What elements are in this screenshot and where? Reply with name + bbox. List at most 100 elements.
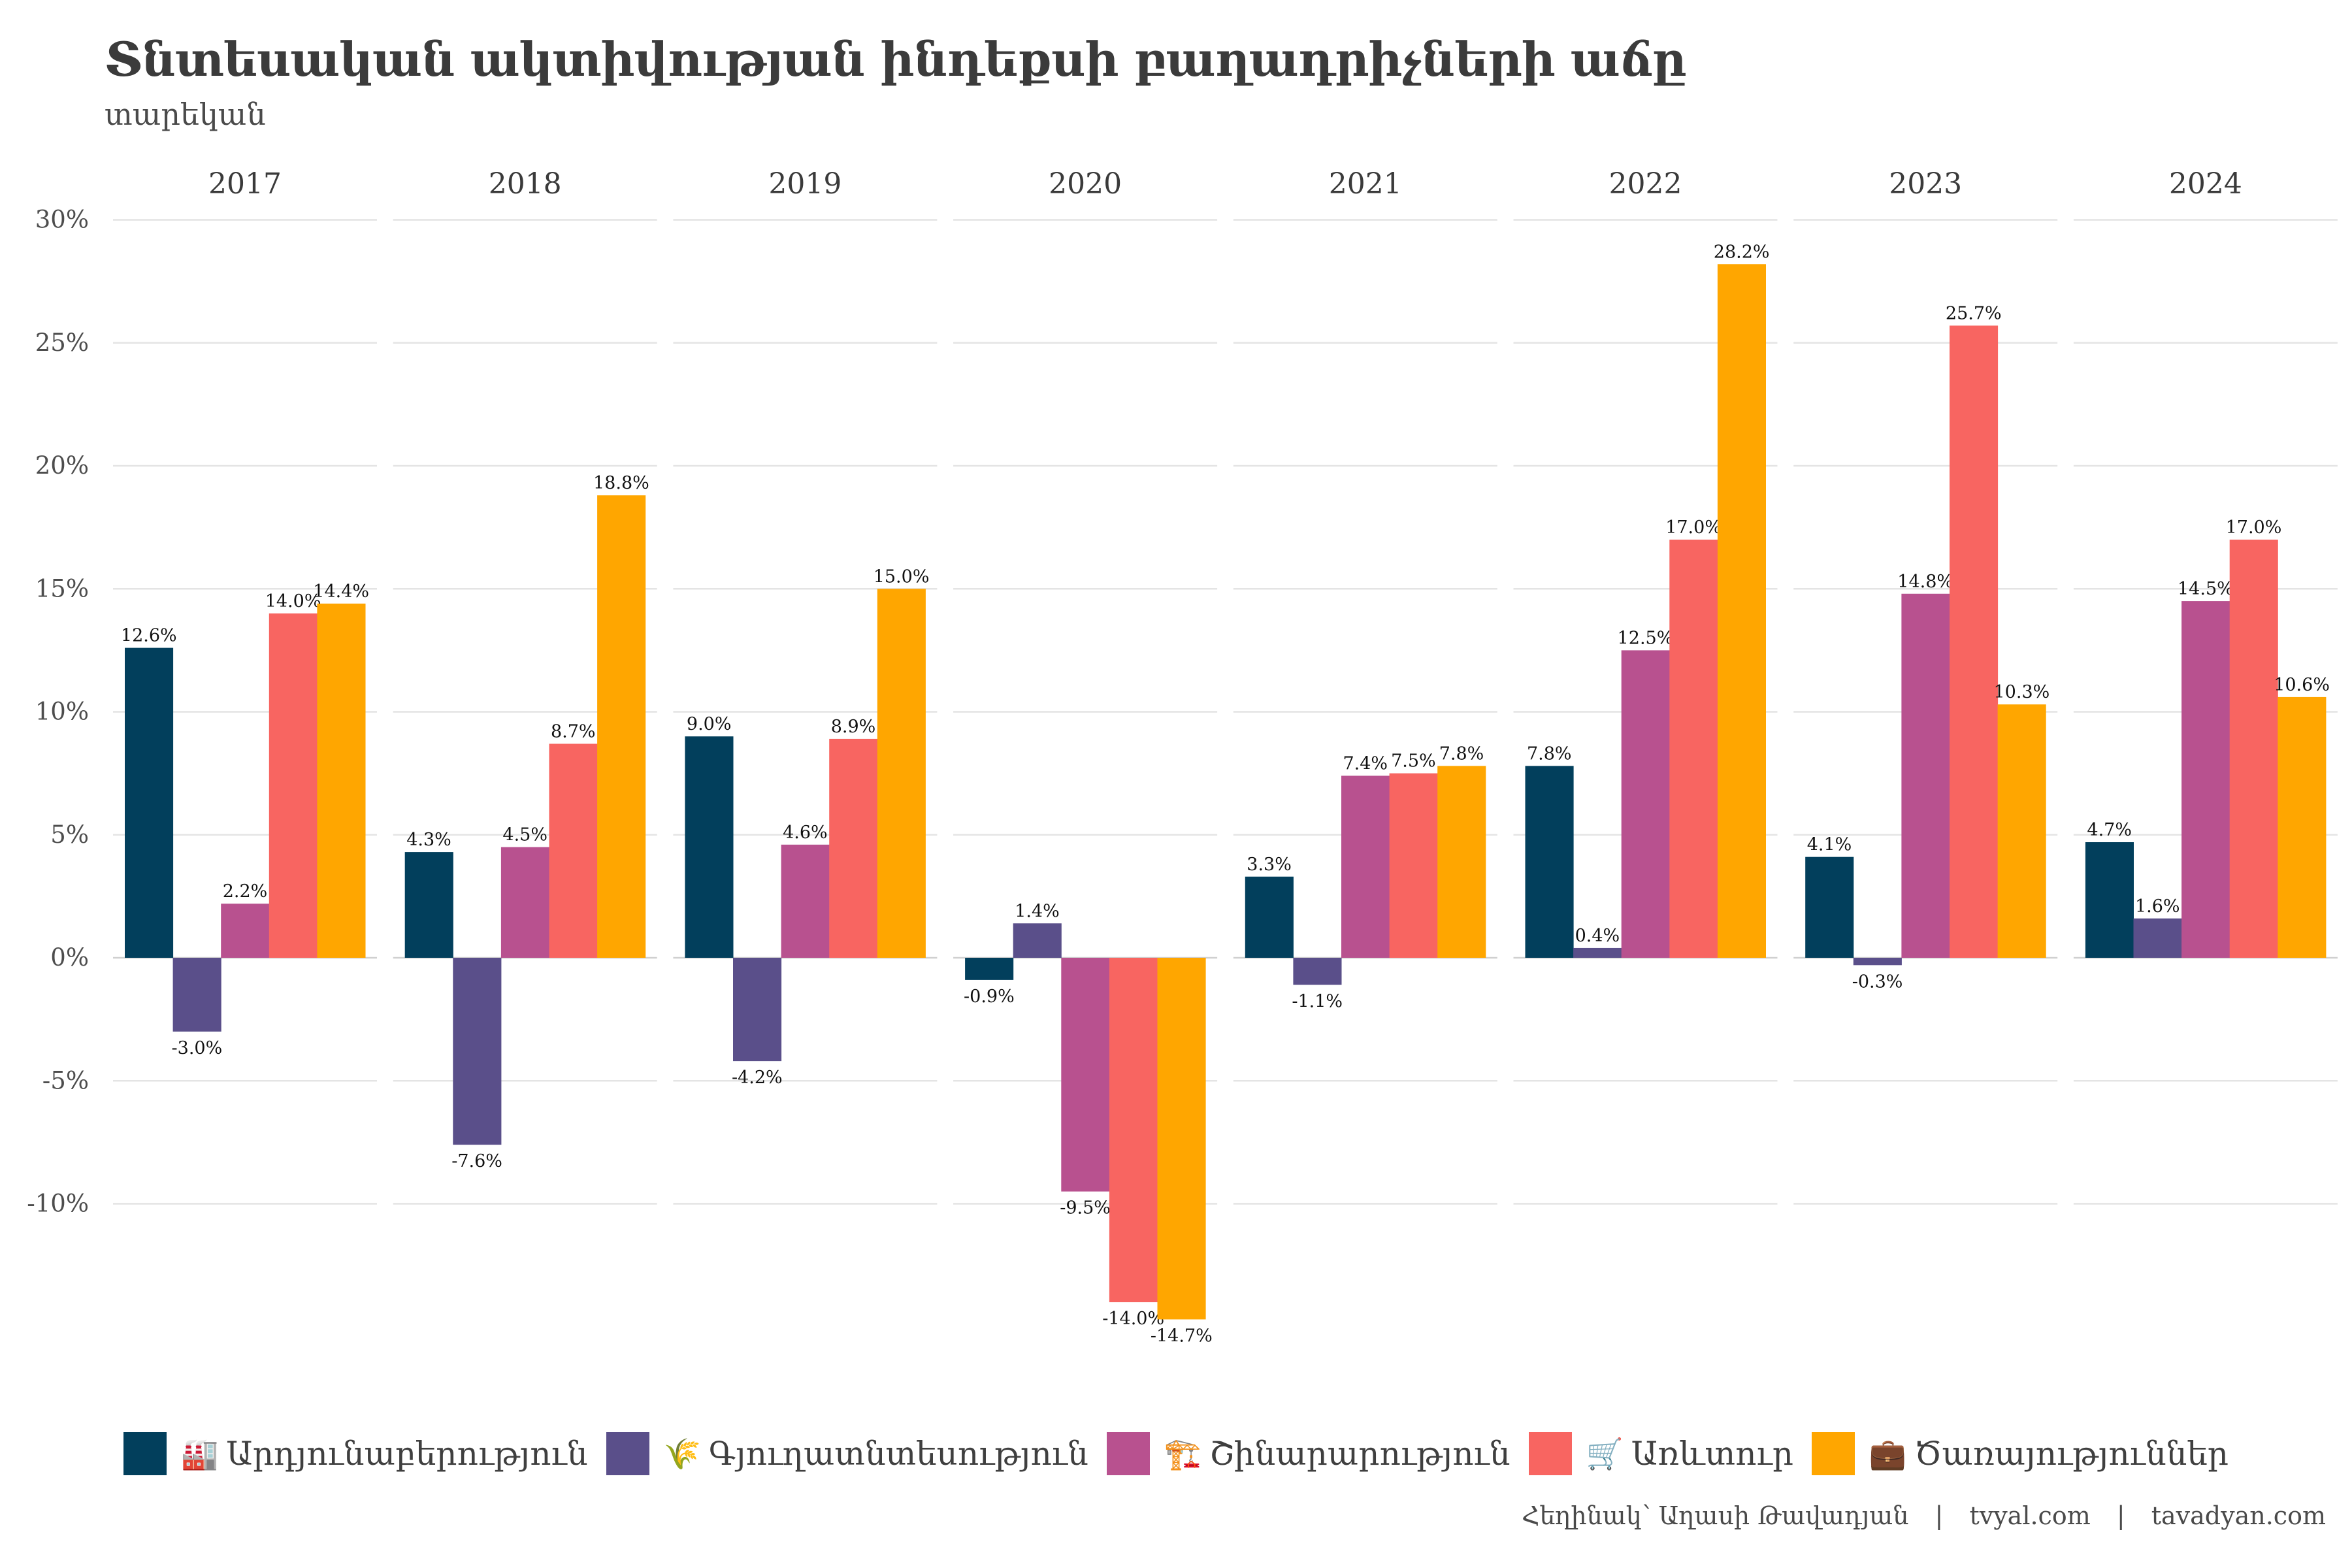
legend-swatch: [123, 1432, 167, 1475]
data-label: 3.3%: [1247, 855, 1292, 875]
facet-label: 2017: [208, 167, 282, 201]
data-label: 14.4%: [313, 581, 369, 602]
bar: [500, 847, 549, 958]
bar: [597, 495, 646, 958]
separator: |: [2116, 1501, 2125, 1530]
author-credit: Հեղինակ՝ Աղասի Թավադյան: [1522, 1501, 1909, 1530]
facet-label: 2024: [2169, 167, 2242, 201]
bar: [1997, 704, 2046, 958]
wheat-icon: 🌾: [663, 1436, 701, 1471]
bar: [1109, 958, 1158, 1303]
facet-panel-2023: 2023 4.1% -0.3% 14.8% 25.7% 10.3%: [1793, 167, 2058, 1205]
y-tick-label: 15%: [35, 574, 89, 602]
bar: [1437, 766, 1486, 958]
data-label: 10.6%: [2274, 675, 2330, 695]
data-label: -7.6%: [451, 1151, 502, 1171]
bar: [269, 613, 318, 958]
legend-item-trade: 🛒 Առևտուր: [1528, 1432, 1793, 1475]
bar: [1389, 773, 1438, 958]
legend-item-industry: 🏭 Արդյունաբերություն: [123, 1432, 588, 1475]
data-label: -9.5%: [1060, 1198, 1111, 1218]
bar: [1717, 264, 1766, 958]
y-tick-label: 25%: [35, 329, 89, 357]
data-label: 4.1%: [1807, 835, 1852, 855]
legend-swatch: [1811, 1432, 1855, 1475]
bar: [221, 904, 270, 958]
facet-label: 2021: [1329, 167, 1402, 201]
bar: [1061, 958, 1110, 1192]
data-label: -14.7%: [1151, 1326, 1213, 1346]
bar: [1293, 958, 1342, 985]
data-label: -4.2%: [732, 1068, 783, 1088]
facet-panel-2022: 2022 7.8% 0.4% 12.5% 17.0% 28.2%: [1513, 167, 1778, 1205]
legend-label: Արդյունաբերություն: [226, 1435, 588, 1473]
bar: [1525, 766, 1574, 958]
data-label: 8.7%: [551, 721, 596, 742]
data-label: -1.1%: [1292, 991, 1343, 1011]
legend-label: Առևտուր: [1631, 1435, 1793, 1473]
bar: [829, 738, 878, 958]
data-label: 12.6%: [121, 626, 177, 646]
site-link-tvyal[interactable]: tvyal.com: [1969, 1501, 2091, 1530]
legend-item-services: 💼 Ծառայություններ: [1811, 1432, 2229, 1475]
facet-panel-2020: 2020 -0.9% 1.4% -9.5% -14.0%-14.7%: [953, 167, 1218, 1346]
data-label: 2.2%: [223, 881, 268, 902]
y-tick-label: 5%: [50, 821, 89, 849]
y-axis: 30% 25% 20% 15% 10% 5% 0% -5% -10%: [27, 206, 89, 1218]
data-label: 1.6%: [2135, 896, 2180, 917]
bar: [1853, 958, 1902, 966]
y-tick-label: -10%: [27, 1190, 89, 1218]
bar: [1157, 958, 1206, 1320]
data-label: 4.3%: [406, 830, 451, 850]
facet-panels: 2017 12.6% -3.0% 2.2% 14.0%14.4% 2018 4.3% -7.6…: [113, 167, 2338, 1346]
site-link-tavadyan[interactable]: tavadyan.com: [2151, 1501, 2326, 1530]
facet-panel-2019: 2019 9.0% -4.2% 4.6% 8.9% 15.0%: [673, 167, 938, 1205]
bar: [2278, 696, 2327, 958]
bar: [404, 852, 453, 958]
data-label: -3.0%: [172, 1038, 223, 1058]
data-label: 25.7%: [1946, 303, 2002, 323]
facet-label: 2020: [1049, 167, 1122, 201]
bar: [1341, 776, 1390, 958]
legend-label: Գյուղատնտեսություն: [708, 1435, 1088, 1473]
bar: [125, 647, 174, 958]
facet-label: 2019: [768, 167, 841, 201]
bar: [1950, 325, 1999, 958]
y-tick-label: 10%: [35, 698, 89, 726]
data-label: 4.5%: [502, 825, 547, 845]
legend-label: Ծառայություններ: [1914, 1435, 2229, 1473]
bar: [877, 589, 926, 958]
facet-panel-2021: 2021 3.3% -1.1% 7.4% 7.5% 7.8%: [1233, 167, 1497, 1205]
bar: [549, 743, 598, 958]
facet-panel-2017: 2017 12.6% -3.0% 2.2% 14.0%14.4%: [113, 167, 377, 1205]
footer-credits: Հեղինակ՝ Աղասի Թավադյան | tvyal.com | ta…: [1522, 1501, 2326, 1530]
briefcase-icon: 💼: [1869, 1436, 1907, 1471]
bar: [1013, 923, 1062, 958]
data-label: 14.0%: [265, 591, 321, 612]
bar: [172, 958, 221, 1032]
data-label: -0.3%: [1852, 972, 1903, 992]
y-tick-label: -5%: [42, 1066, 89, 1094]
data-label: 18.8%: [593, 473, 649, 493]
bar: [453, 958, 502, 1145]
facet-label: 2023: [1889, 167, 1962, 201]
y-tick-label: 30%: [35, 206, 89, 234]
bar: [1245, 876, 1294, 958]
bar: [1621, 650, 1670, 958]
bar: [1669, 539, 1718, 958]
shopping-cart-icon: 🛒: [1586, 1436, 1624, 1471]
legend-swatch: [1528, 1432, 1572, 1475]
legend-swatch: [606, 1432, 649, 1475]
bar: [2181, 601, 2230, 958]
data-label: 10.3%: [1994, 682, 2050, 702]
chart-title: Տնտեսական ակտիվության ինդեքսի բաղադրիչնե…: [105, 31, 1686, 87]
separator: |: [1935, 1501, 1944, 1530]
data-label: 28.2%: [1714, 242, 1770, 262]
data-label: 17.0%: [1665, 517, 1722, 538]
bar: [2085, 842, 2134, 958]
legend-label: Շինարարություն: [1209, 1435, 1511, 1473]
data-label: 7.4%: [1343, 753, 1388, 774]
bar: [685, 736, 734, 958]
data-label: -0.9%: [964, 987, 1015, 1007]
bar: [317, 603, 366, 958]
